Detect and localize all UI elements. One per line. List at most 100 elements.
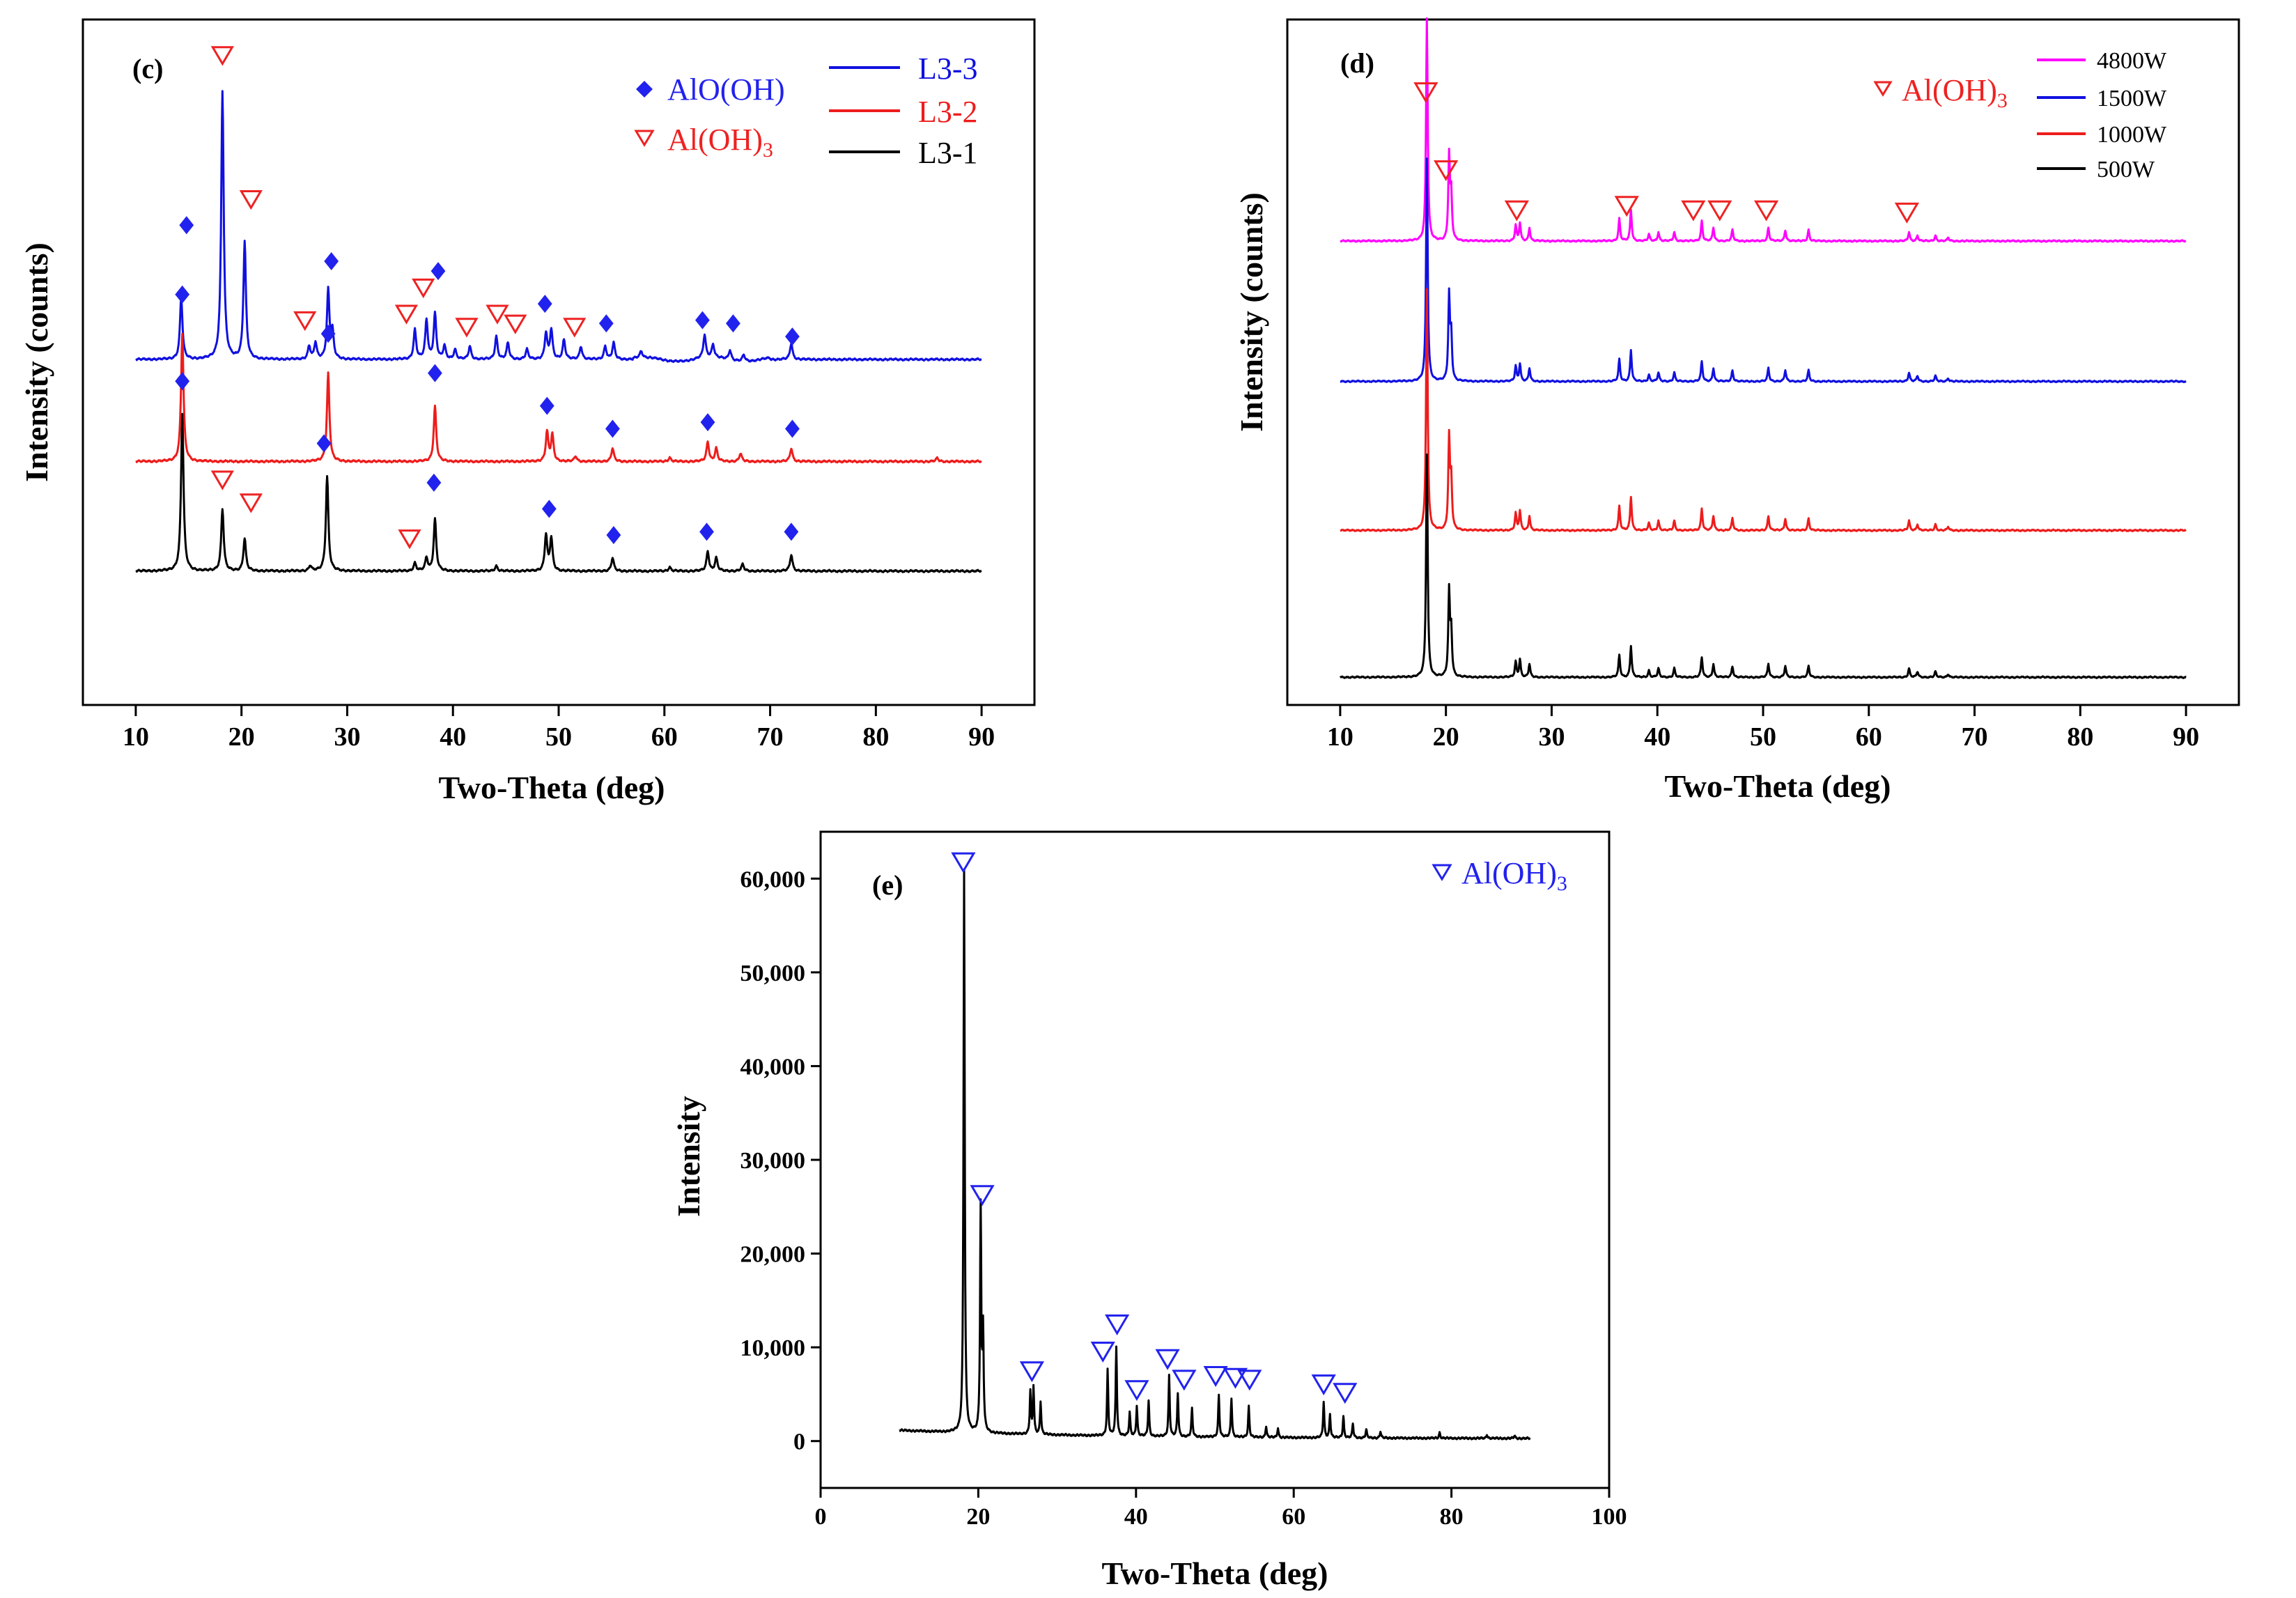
panel-c: (c) 10 20 30 40 50 60 70 80 90 Two-Theta (deg) I…	[19, 18, 1036, 805]
panel-d-ylabel: Intensity (counts)	[1234, 192, 1269, 432]
x-tick-label: 70	[757, 722, 784, 752]
aloh3-marker	[1311, 1374, 1336, 1396]
y-tick-label: 0	[793, 1429, 805, 1455]
legend-aloh3-label: Al(OH)3	[667, 123, 773, 162]
aloh3-marker	[293, 311, 317, 332]
aloh3-marker	[1203, 1366, 1228, 1387]
aloh3-marker	[1223, 1367, 1248, 1389]
alooh-marker	[316, 434, 332, 453]
aloh3-marker	[1681, 200, 1706, 222]
x-tick-label: 80	[2067, 722, 2093, 752]
panel-e-ylabel: Intensity	[671, 1096, 706, 1217]
x-tick-label: 60	[651, 722, 678, 752]
x-tick-label: 30	[1538, 722, 1565, 752]
aloh3-marker	[239, 493, 263, 513]
y-tick-label: 20,000	[740, 1242, 806, 1268]
legend-triangle-icon	[634, 130, 655, 147]
aloh3-marker	[1105, 1314, 1130, 1335]
aloh3-marker	[398, 529, 421, 550]
aloh3-marker	[1237, 1370, 1262, 1391]
x-tick-label: 40	[1124, 1504, 1148, 1530]
trace-4800w	[1340, 17, 2187, 243]
y-tick-label: 40,000	[740, 1054, 806, 1080]
aloh3-marker	[412, 278, 435, 299]
aloh3-marker	[210, 470, 234, 490]
panel-d-label: (d)	[1340, 47, 1374, 79]
panel-d: (d) 10 20 30 40 50 60 70 80 90 Two-Theta (deg) I…	[1234, 17, 2240, 804]
legend-diamond-icon	[636, 81, 653, 98]
x-tick-label: 50	[545, 722, 572, 752]
alooh-marker	[598, 314, 614, 333]
x-tick-label: 40	[1644, 722, 1670, 752]
x-tick-label: 80	[1440, 1504, 1464, 1530]
aloh3-marker	[1090, 1342, 1115, 1363]
aloh3-marker	[970, 1185, 995, 1207]
alooh-marker	[700, 413, 715, 432]
alooh-marker	[699, 522, 714, 541]
legend-l3-1-label: L3-1	[918, 136, 978, 170]
panel-d-series-legend: 4800W 1500W 1000W 500W	[2037, 48, 2167, 183]
alooh-marker	[605, 419, 620, 438]
trace-aloh3	[899, 869, 1531, 1441]
y-tick-label: 10,000	[740, 1335, 806, 1361]
panel-d-xlabel: Two-Theta (deg)	[1665, 768, 1891, 804]
panel-e-marker-legend: Al(OH)3	[1432, 856, 1567, 895]
legend-l3-2-label: L3-2	[918, 95, 978, 129]
aloh3-marker	[1413, 82, 1438, 104]
aloh3-marker	[394, 304, 419, 325]
x-tick-label: 10	[123, 722, 149, 752]
alooh-marker	[320, 325, 336, 343]
x-tick-label: 60	[1282, 1504, 1305, 1530]
trace-1000w	[1340, 288, 2187, 533]
aloh3-marker	[1894, 202, 1920, 224]
alooh-marker	[784, 522, 799, 541]
trace-1500w	[1340, 157, 2187, 384]
x-tick-label: 30	[334, 722, 360, 752]
aloh3-marker	[1155, 1349, 1180, 1370]
trace-l3-2	[135, 332, 982, 464]
alooh-marker	[175, 285, 190, 304]
legend-triangle-icon	[1432, 864, 1452, 881]
panel-c-marker-legend: AlO(OH) Al(OH)3	[634, 72, 785, 162]
aloh3-marker	[1019, 1361, 1045, 1383]
legend-1500w-label: 1500W	[2097, 86, 2167, 111]
x-tick-label: 80	[862, 722, 889, 752]
panel-e-frame	[819, 830, 1611, 1489]
aloh3-marker	[563, 318, 587, 338]
x-tick-label: 70	[1962, 722, 1988, 752]
x-tick-label: 90	[2173, 722, 2199, 752]
alooh-marker	[175, 372, 190, 391]
x-tick-label: 40	[440, 722, 466, 752]
aloh3-marker	[1504, 200, 1529, 222]
alooh-marker	[324, 252, 339, 270]
alooh-marker	[695, 311, 710, 329]
aloh3-marker	[1434, 160, 1459, 182]
legend-4800w-label: 4800W	[2097, 48, 2167, 74]
trace-l3-3	[135, 90, 982, 364]
aloh3-marker	[455, 318, 479, 338]
aloh3-marker	[1614, 196, 1639, 217]
legend-triangle-icon	[1873, 81, 1893, 97]
alooh-marker	[428, 364, 442, 382]
aloh3-marker	[1172, 1370, 1197, 1391]
trace-l3-1	[135, 412, 982, 573]
panel-e-xlabel: Two-Theta (deg)	[1102, 1556, 1328, 1591]
legend-aloh3-label: Al(OH)3	[1461, 856, 1567, 895]
alooh-marker	[541, 499, 557, 518]
panel-d-marker-legend: Al(OH)3	[1873, 73, 2008, 112]
x-tick-label: 100	[1592, 1504, 1627, 1530]
panel-c-series-legend: L3-3 L3-2 L3-1	[829, 52, 978, 170]
x-tick-label: 20	[1433, 722, 1459, 752]
aloh3-marker	[239, 190, 263, 210]
x-tick-label: 0	[815, 1504, 827, 1530]
legend-aloh3-label: Al(OH)3	[1902, 73, 2008, 112]
alooh-marker	[537, 295, 552, 313]
panel-e: (e) 0 20 40 60 80 100 0 10,000 20,000 30,000 40,0…	[671, 830, 1627, 1591]
alooh-marker	[726, 314, 740, 333]
x-tick-label: 50	[1750, 722, 1776, 752]
x-tick-label: 10	[1327, 722, 1353, 752]
x-tick-label: 90	[968, 722, 995, 752]
aloh3-marker	[504, 314, 527, 334]
aloh3-marker	[1124, 1380, 1149, 1402]
